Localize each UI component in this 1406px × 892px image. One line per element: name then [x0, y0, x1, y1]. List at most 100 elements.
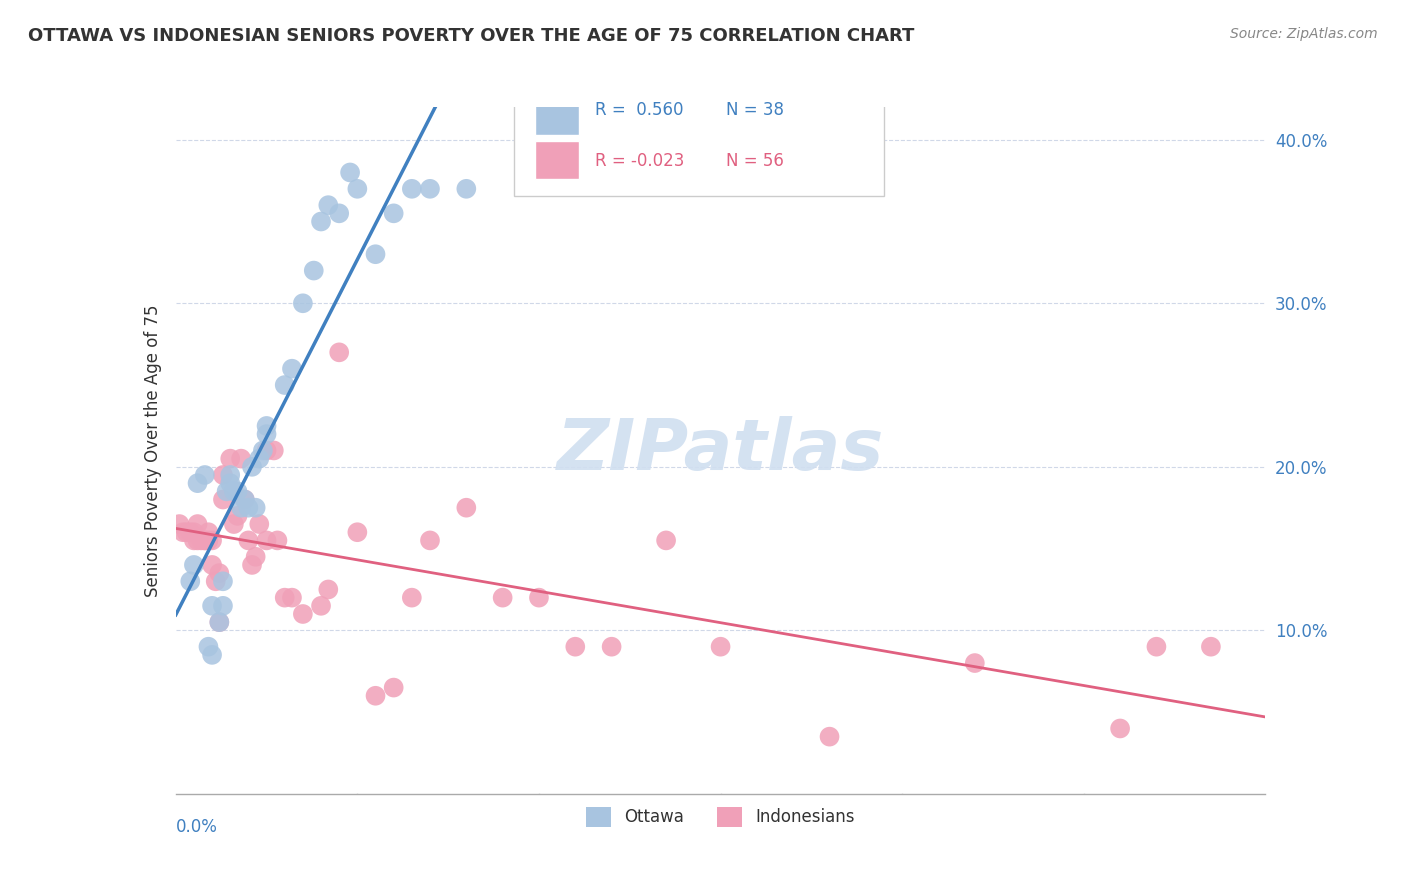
Point [364, 247, 387, 261]
Text: 0.0%: 0.0% [176, 818, 218, 836]
Point [256, 418, 278, 433]
Point [208, 615, 231, 630]
Point [212, 492, 235, 507]
Point [401, 182, 423, 196]
Point [291, 607, 314, 621]
Point [212, 599, 235, 613]
Point [266, 533, 288, 548]
Point [318, 198, 340, 212]
Point [190, 533, 212, 548]
Point [169, 516, 191, 531]
Point [963, 656, 986, 670]
Point [226, 508, 249, 523]
Point [492, 591, 515, 605]
Point [186, 533, 209, 548]
Point [339, 165, 361, 179]
Point [252, 443, 274, 458]
Point [226, 484, 249, 499]
FancyBboxPatch shape [536, 96, 579, 135]
Point [419, 533, 441, 548]
Point [309, 599, 332, 613]
FancyBboxPatch shape [513, 87, 884, 196]
Point [1199, 640, 1222, 654]
Point [231, 451, 253, 466]
Text: R = -0.023: R = -0.023 [595, 152, 685, 169]
Point [291, 296, 314, 310]
Point [364, 689, 387, 703]
Point [240, 459, 263, 474]
Text: N = 38: N = 38 [725, 102, 785, 120]
Point [564, 640, 586, 654]
Point [215, 484, 238, 499]
Point [186, 476, 209, 491]
Point [197, 525, 219, 540]
Point [238, 500, 260, 515]
Point [818, 730, 841, 744]
Text: Source: ZipAtlas.com: Source: ZipAtlas.com [1230, 27, 1378, 41]
Point [208, 615, 231, 630]
Text: N = 56: N = 56 [725, 152, 785, 169]
Point [346, 182, 368, 196]
Point [186, 516, 209, 531]
Point [176, 525, 198, 540]
Point [309, 214, 332, 228]
Point [256, 533, 278, 548]
Point [302, 263, 325, 277]
Point [328, 345, 350, 359]
Point [247, 516, 270, 531]
Point [197, 533, 219, 548]
Point [194, 467, 217, 482]
Point [1146, 640, 1168, 654]
Point [527, 591, 550, 605]
Point [256, 427, 278, 442]
Point [222, 484, 245, 499]
Point [274, 591, 297, 605]
Text: R =  0.560: R = 0.560 [595, 102, 683, 120]
Point [456, 500, 478, 515]
Point [201, 648, 224, 662]
Point [212, 467, 235, 482]
Point [179, 574, 201, 589]
Point [240, 558, 263, 572]
Point [401, 591, 423, 605]
Point [274, 378, 297, 392]
Point [256, 443, 278, 458]
Point [281, 591, 304, 605]
Point [183, 533, 205, 548]
Legend: Ottawa, Indonesians: Ottawa, Indonesians [579, 800, 862, 834]
Point [456, 182, 478, 196]
Point [318, 582, 340, 597]
Point [172, 525, 194, 540]
Point [346, 525, 368, 540]
Point [197, 640, 219, 654]
Point [238, 533, 260, 548]
Point [219, 476, 242, 491]
Point [710, 640, 733, 654]
Y-axis label: Seniors Poverty Over the Age of 75: Seniors Poverty Over the Age of 75 [143, 304, 162, 597]
Point [382, 681, 405, 695]
Point [233, 492, 256, 507]
Point [419, 182, 441, 196]
Point [219, 467, 242, 482]
Point [222, 516, 245, 531]
Point [382, 206, 405, 220]
FancyBboxPatch shape [536, 141, 579, 179]
Point [328, 206, 350, 220]
Point [201, 599, 224, 613]
Point [183, 525, 205, 540]
Point [183, 558, 205, 572]
Point [208, 566, 231, 580]
Text: OTTAWA VS INDONESIAN SENIORS POVERTY OVER THE AGE OF 75 CORRELATION CHART: OTTAWA VS INDONESIAN SENIORS POVERTY OVE… [28, 27, 914, 45]
Point [179, 525, 201, 540]
Point [194, 533, 217, 548]
Point [233, 492, 256, 507]
Point [231, 500, 253, 515]
Point [281, 361, 304, 376]
Point [245, 500, 267, 515]
Point [1109, 722, 1132, 736]
Text: ZIPatlas: ZIPatlas [557, 416, 884, 485]
Point [245, 549, 267, 564]
Point [194, 533, 217, 548]
Point [212, 574, 235, 589]
Point [600, 640, 623, 654]
